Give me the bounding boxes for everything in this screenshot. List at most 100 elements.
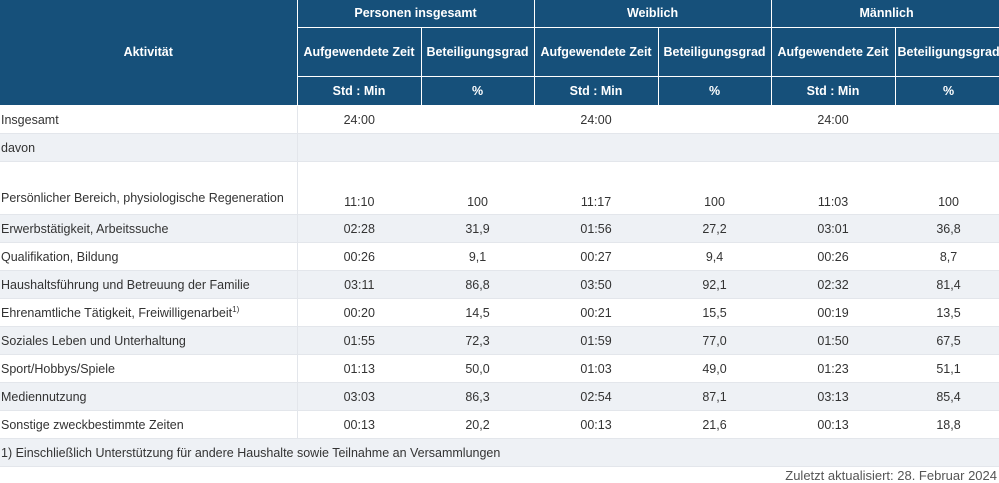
row-label: Persönlicher Bereich, physiologische Reg…	[0, 161, 298, 215]
cell: 01:23	[771, 354, 896, 383]
cell: 50,0	[421, 354, 535, 383]
cell: 01:56	[534, 214, 659, 243]
table-row: Persönlicher Bereich, physiologische Reg…	[0, 161, 999, 215]
table-row: Haushaltsführung und Betreuung der Famil…	[0, 270, 999, 299]
row-label: Qualifikation, Bildung	[0, 242, 298, 271]
row-label: Ehrenamtliche Tätigkeit, Freiwilligenarb…	[0, 298, 298, 327]
cell: 14,5	[421, 298, 535, 327]
cell	[421, 133, 535, 162]
cell: 00:20	[297, 298, 421, 327]
cell: 15,5	[658, 298, 772, 327]
cell: 03:11	[297, 270, 421, 299]
time-col-header: Aufgewendete Zeit	[534, 27, 659, 77]
cell: 03:50	[534, 270, 659, 299]
cell: 00:27	[534, 242, 659, 271]
cell: 72,3	[421, 326, 535, 355]
row-label: Insgesamt	[0, 105, 298, 134]
cell	[421, 105, 535, 134]
cell	[895, 133, 999, 162]
cell	[771, 133, 896, 162]
row-label: Soziales Leben und Unterhaltung	[0, 326, 298, 355]
share-col-header: Beteiligungsgrad	[421, 27, 535, 77]
cell: 24:00	[534, 105, 659, 134]
group-header-female: Weiblich	[534, 0, 772, 28]
cell: 81,4	[895, 270, 999, 299]
cell: 00:21	[534, 298, 659, 327]
footnote-row: 1) Einschließlich Unterstützung für ande…	[0, 438, 999, 467]
cell: 24:00	[771, 105, 896, 134]
footnote-marker: 1)	[232, 304, 240, 314]
cell: 00:13	[534, 410, 659, 439]
cell	[297, 133, 421, 162]
cell: 100	[658, 161, 772, 215]
cell: 00:13	[297, 410, 421, 439]
cell: 01:13	[297, 354, 421, 383]
cell: 9,4	[658, 242, 772, 271]
cell: 00:13	[771, 410, 896, 439]
share-col-header: Beteiligungsgrad	[658, 27, 772, 77]
group-header-male: Männlich	[771, 0, 999, 28]
share-unit-header: %	[895, 76, 999, 106]
table-row: Mediennutzung 03:03 86,3 02:54 87,1 03:1…	[0, 382, 999, 411]
cell: 11:03	[771, 161, 896, 215]
cell: 02:28	[297, 214, 421, 243]
time-use-table: Aktivität Personen insgesamt Weiblich Mä…	[0, 0, 999, 467]
share-unit-header: %	[421, 76, 535, 106]
time-unit-header: Std : Min	[771, 76, 896, 106]
cell: 100	[421, 161, 535, 215]
time-unit-header: Std : Min	[297, 76, 422, 106]
cell: 87,1	[658, 382, 772, 411]
cell: 31,9	[421, 214, 535, 243]
cell: 77,0	[658, 326, 772, 355]
cell: 20,2	[421, 410, 535, 439]
share-col-header: Beteiligungsgrad	[895, 27, 999, 77]
cell: 01:59	[534, 326, 659, 355]
table-row: Qualifikation, Bildung 00:26 9,1 00:27 9…	[0, 242, 999, 271]
cell: 01:03	[534, 354, 659, 383]
cell: 01:55	[297, 326, 421, 355]
cell: 86,8	[421, 270, 535, 299]
cell: 86,3	[421, 382, 535, 411]
cell: 03:13	[771, 382, 896, 411]
cell: 85,4	[895, 382, 999, 411]
row-label: Haushaltsführung und Betreuung der Famil…	[0, 270, 298, 299]
row-label: Sonstige zweckbestimmte Zeiten	[0, 410, 298, 439]
row-label: Mediennutzung	[0, 382, 298, 411]
row-label: davon	[0, 133, 298, 162]
cell: 03:01	[771, 214, 896, 243]
table-row: Soziales Leben und Unterhaltung 01:55 72…	[0, 326, 999, 355]
row-label: Sport/Hobbys/Spiele	[0, 354, 298, 383]
time-col-header: Aufgewendete Zeit	[771, 27, 896, 77]
cell	[895, 105, 999, 134]
cell	[658, 133, 772, 162]
cell: 21,6	[658, 410, 772, 439]
table-row: Sport/Hobbys/Spiele 01:13 50,0 01:03 49,…	[0, 354, 999, 383]
cell: 11:17	[534, 161, 659, 215]
cell: 11:10	[297, 161, 421, 215]
cell: 67,5	[895, 326, 999, 355]
cell: 24:00	[297, 105, 421, 134]
cell: 100	[895, 161, 999, 215]
cell: 02:32	[771, 270, 896, 299]
time-col-header: Aufgewendete Zeit	[297, 27, 422, 77]
table-row: Insgesamt 24:00 24:00 24:00	[0, 105, 999, 134]
row-label-text: Ehrenamtliche Tätigkeit, Freiwilligenarb…	[1, 305, 233, 320]
activity-header: Aktivität	[0, 0, 298, 106]
cell: 13,5	[895, 298, 999, 327]
last-updated: Zuletzt aktualisiert: 28. Februar 2024	[785, 468, 997, 483]
cell: 9,1	[421, 242, 535, 271]
cell: 92,1	[658, 270, 772, 299]
cell: 49,0	[658, 354, 772, 383]
cell: 27,2	[658, 214, 772, 243]
footnote: 1) Einschließlich Unterstützung für ande…	[0, 438, 999, 467]
table-row: Ehrenamtliche Tätigkeit, Freiwilligenarb…	[0, 298, 999, 327]
cell: 03:03	[297, 382, 421, 411]
table-row: Erwerbstätigkeit, Arbeitssuche 02:28 31,…	[0, 214, 999, 243]
cell	[534, 133, 659, 162]
share-unit-header: %	[658, 76, 772, 106]
group-header-total: Personen insgesamt	[297, 0, 535, 28]
cell: 36,8	[895, 214, 999, 243]
cell: 18,8	[895, 410, 999, 439]
cell	[658, 105, 772, 134]
row-label: Erwerbstätigkeit, Arbeitssuche	[0, 214, 298, 243]
